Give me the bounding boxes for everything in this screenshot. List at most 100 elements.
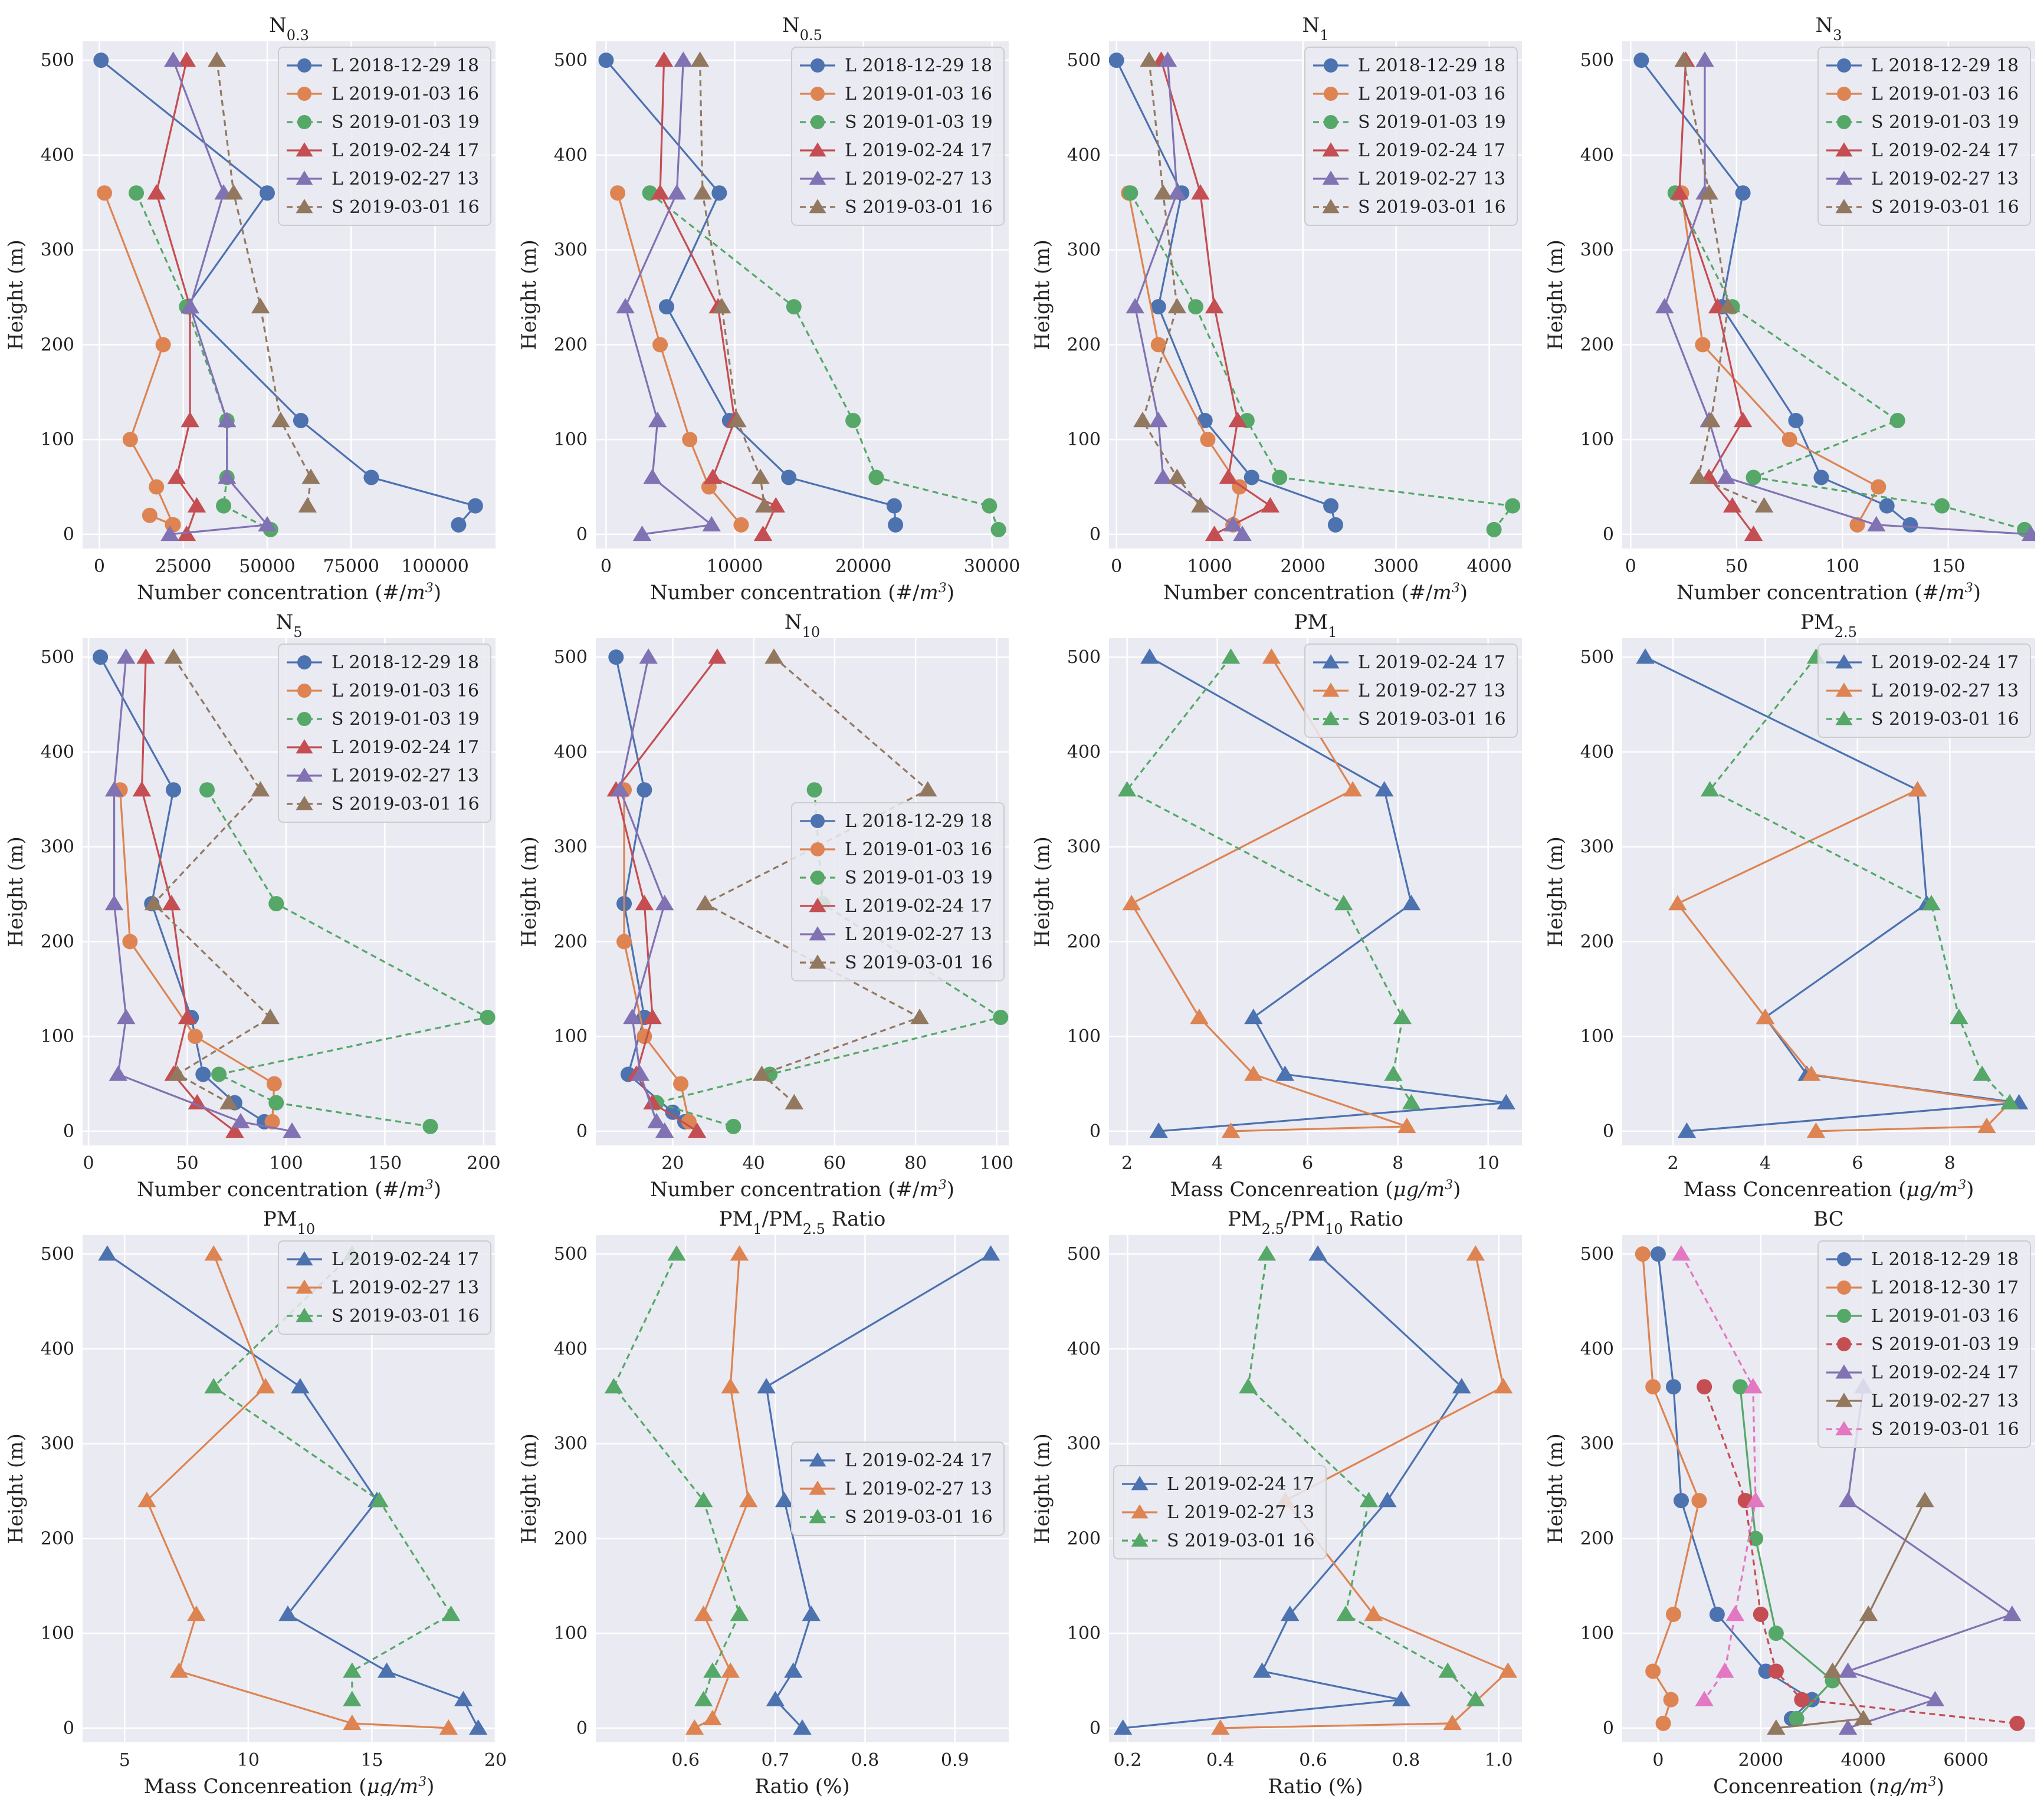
data-point [278, 1605, 297, 1621]
y-tick-label: 0 [576, 1718, 588, 1739]
y-tick-label: 400 [554, 742, 588, 763]
data-point [1754, 497, 1774, 513]
legend: L 2019-02-24 17 L 2019-02-27 13 S 2019-03-… [791, 1442, 1005, 1536]
data-point [608, 649, 624, 665]
data-point [116, 648, 136, 664]
chart-n10: 20 40 60 80 100 0 100 200 300 400 500 N10 Number con… [517, 610, 1013, 1201]
legend: L 2018-12-29 18 L 2018-12-30 17 L 2019-01-… [1817, 1240, 2031, 1448]
legend-marker [296, 199, 313, 214]
data-point [363, 469, 379, 485]
y-tick-label: 500 [41, 1244, 74, 1265]
data-point [1756, 1009, 1775, 1025]
legend-label: S 2019-03-01 16 [1167, 1531, 1315, 1551]
y-axis-label: Height (m) [1031, 239, 1054, 350]
legend-label: L 2018-12-29 18 [332, 55, 479, 76]
data-point [1498, 1662, 1518, 1678]
data-point [298, 497, 317, 513]
legend-marker [296, 796, 313, 810]
x-tick-label: 75000 [323, 556, 379, 577]
chart-title: N0.5 [782, 14, 822, 44]
y-tick-label: 300 [1067, 240, 1101, 261]
legend-entry: L 2018-12-29 18 [287, 55, 479, 76]
series-6 [144, 648, 280, 1109]
data-point [703, 1709, 722, 1726]
x-tick-label: 0 [601, 556, 612, 577]
data-point [1677, 1122, 1697, 1138]
data-point [1700, 781, 1720, 797]
y-tick-label: 100 [41, 1026, 74, 1047]
data-point [104, 895, 124, 911]
chart-title: BC [1813, 1207, 1844, 1231]
data-point [1359, 1492, 1379, 1508]
legend-label: L 2019-01-03 16 [1358, 84, 1505, 104]
legend-label: L 2019-01-03 16 [845, 839, 992, 860]
series-layer [1635, 1245, 2025, 1735]
data-point [2022, 525, 2035, 541]
x-tick-label: 4 [1760, 1153, 1771, 1174]
x-tick-label: 0.6 [671, 1750, 700, 1771]
data-point [1977, 1117, 1996, 1134]
y-axis-label: Height (m) [4, 1433, 28, 1544]
legend-marker [811, 814, 825, 828]
data-point [1466, 1690, 1485, 1706]
data-point [216, 498, 232, 514]
legend-entry: L 2019-02-27 13 [1313, 681, 1505, 701]
data-point [1668, 895, 1687, 911]
legend-label: S 2019-03-01 16 [1871, 1419, 2019, 1440]
legend-label: L 2019-02-24 17 [845, 140, 992, 161]
data-point [1746, 1492, 1765, 1508]
legend-entry: S 2019-01-03 19 [1826, 1334, 2019, 1355]
legend-marker [1837, 115, 1851, 129]
data-point [109, 1065, 127, 1081]
data-point [1645, 1379, 1661, 1395]
legend-marker [809, 199, 826, 214]
data-point [694, 1605, 713, 1621]
data-point [1853, 1709, 1873, 1726]
x-axis-label: Ratio (%) [754, 1775, 849, 1796]
legend-marker [1131, 1532, 1149, 1547]
data-point [1733, 412, 1753, 428]
series-4 [132, 648, 244, 1138]
data-point [631, 1065, 650, 1081]
legend-marker [809, 170, 826, 185]
legend-label: S 2019-01-03 19 [332, 709, 480, 730]
legend-entry: L 2018-12-29 18 [800, 811, 992, 832]
y-tick-label: 400 [1067, 1339, 1101, 1360]
legend-label: L 2018-12-29 18 [845, 55, 992, 76]
data-point [218, 412, 237, 428]
series-1 [1633, 52, 1918, 533]
data-point [1205, 298, 1224, 314]
data-point [637, 1029, 652, 1045]
data-point [370, 1492, 389, 1508]
series-layer [98, 1245, 488, 1735]
data-point [1950, 1009, 1968, 1025]
x-tick-label: 4000 [1467, 556, 1512, 577]
data-point [251, 298, 270, 314]
chart-n1: 0 1000 2000 3000 4000 0 100 200 300 400 500 N1 Numbe… [1031, 14, 1522, 605]
y-tick-label: 0 [1090, 1718, 1101, 1739]
data-point [765, 648, 783, 664]
data-point [1725, 1605, 1745, 1621]
data-point [1117, 781, 1137, 797]
series-5 [160, 51, 277, 541]
chart-n5: 0 50 100 150 200 0 100 200 300 400 500 N5 Number con… [4, 610, 501, 1201]
data-point [726, 1118, 742, 1134]
legend-label: S 2019-03-01 16 [845, 1507, 993, 1528]
y-tick-label: 0 [1603, 1121, 1614, 1142]
legend-label: S 2019-03-01 16 [845, 197, 993, 218]
legend-marker [296, 170, 313, 185]
y-tick-label: 500 [554, 647, 588, 668]
x-tick-label: 1.0 [1485, 1750, 1513, 1771]
x-axis-label: Ratio (%) [1268, 1775, 1363, 1796]
legend-entry: L 2019-02-24 17 [1826, 1362, 2019, 1383]
data-point [96, 185, 112, 201]
legend-box [1817, 47, 2031, 226]
legend-marker [297, 87, 311, 101]
data-point [685, 1719, 704, 1735]
data-point [888, 517, 904, 533]
data-point [1140, 648, 1159, 664]
x-tick-label: 50 [176, 1153, 198, 1174]
legend-label: L 2019-02-24 17 [332, 1249, 479, 1270]
legend-label: L 2018-12-29 18 [1358, 55, 1505, 76]
series-1 [1113, 1245, 1471, 1735]
